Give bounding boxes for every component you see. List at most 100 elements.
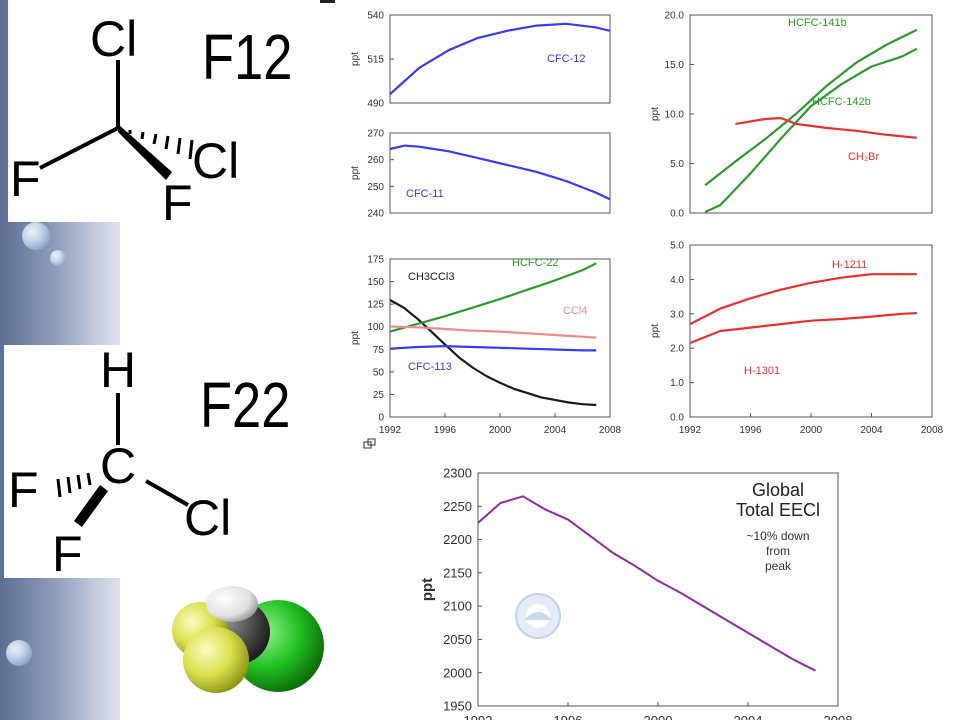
- atom-label: Cl: [192, 133, 239, 189]
- series-label: CFC-11: [406, 188, 444, 200]
- decorative-bubble: [50, 250, 66, 266]
- x-tick-label: 2004: [734, 713, 763, 720]
- y-tick-label: 2100: [443, 599, 472, 614]
- y-tick-label: 125: [367, 300, 384, 311]
- y-tick-label: 3.0: [670, 309, 684, 320]
- y-tick-label: 490: [367, 99, 384, 110]
- series-label: HCFC-22: [512, 257, 558, 269]
- y-tick-label: 25: [373, 390, 385, 401]
- y-tick-label: 100: [367, 322, 384, 333]
- wedge-bond: [118, 124, 172, 180]
- fluorine-atom-sphere: [183, 627, 249, 693]
- series-label: CFC-12: [547, 53, 586, 65]
- chart-panel-3: 20.0 15.0 10.0 5.0 0.0 ppt HCFC-141b HCFC-142b C…: [650, 11, 933, 220]
- y-tick-label: 260: [367, 155, 384, 166]
- f22-formula-label: F22: [200, 369, 291, 441]
- y-tick-label: 2300: [443, 466, 472, 481]
- y-tick-label: 2150: [443, 565, 472, 580]
- series-label: CCl4: [563, 305, 587, 317]
- y-tick-label: 2200: [443, 532, 472, 547]
- series-line: [389, 345, 597, 352]
- atom-label: Cl: [184, 490, 231, 546]
- annotation-text: from: [766, 544, 790, 558]
- x-tick-label: 2000: [800, 425, 823, 436]
- x-tick-label: 2008: [824, 713, 853, 720]
- f12-formula-label: F12: [202, 21, 293, 93]
- decorative-bubble: [6, 640, 32, 666]
- x-tick-label: 2004: [860, 425, 883, 436]
- series-line: [389, 144, 611, 201]
- x-tick-label: 1996: [739, 425, 762, 436]
- y-tick-label: 515: [367, 55, 384, 66]
- y-tick-label: 1950: [443, 699, 472, 714]
- annotation-title: Total EECl: [736, 500, 820, 520]
- chart-frame: [389, 132, 611, 214]
- y-tick-label: 20.0: [665, 11, 685, 22]
- x-tick-label: 2008: [599, 425, 622, 436]
- x-tick-label: 2008: [921, 425, 944, 436]
- x-tick-label: 1992: [464, 713, 493, 720]
- series-label: HCFC-141b: [788, 17, 847, 29]
- y-tick-label: 75: [373, 345, 385, 356]
- series-label: CH₂Br: [848, 151, 879, 163]
- series-line: [735, 116, 918, 139]
- y-tick-label: 1.0: [670, 378, 684, 389]
- f12-structure-panel: Cl Cl F F: [8, 0, 320, 231]
- chart-panel-1: 540 515 490 ppt CFC-12: [350, 11, 611, 110]
- annotation-text: peak: [765, 559, 792, 573]
- y-tick-label: 10.0: [665, 110, 685, 121]
- series-line: [389, 22, 611, 96]
- series-line: [477, 495, 816, 672]
- y-tick-label: 2250: [443, 499, 472, 514]
- series-label: H-1301: [744, 365, 780, 377]
- y-axis-label: ppt: [650, 107, 661, 121]
- series-line: [704, 28, 918, 187]
- y-tick-label: 5.0: [670, 241, 684, 252]
- series-label: HCFC-142b: [812, 96, 871, 108]
- series-line: [689, 273, 917, 326]
- chart-panel-6: 2300 2250 2200 2150 2100 2050 2000 19501992 1996…: [419, 466, 852, 720]
- x-tick-label: 2000: [644, 713, 673, 720]
- x-tick-label: 1996: [434, 425, 457, 436]
- f22-structure-diagram: H C F F Cl: [8, 342, 231, 582]
- atom-label: F: [8, 462, 39, 518]
- x-tick-label: 1992: [379, 425, 402, 436]
- y-tick-label: 2.0: [670, 344, 684, 355]
- series-label: CH3CCl3: [408, 271, 454, 283]
- series-label: CFC-113: [408, 361, 452, 373]
- y-tick-label: 0.0: [670, 209, 684, 220]
- atom-label: H: [100, 345, 136, 398]
- y-tick-label: 540: [367, 11, 384, 22]
- series-line: [689, 312, 917, 345]
- y-tick-label: 50: [373, 367, 385, 378]
- y-tick-label: 175: [367, 255, 384, 266]
- y-tick-label: 5.0: [670, 159, 684, 170]
- y-axis-label: ppt: [650, 324, 661, 338]
- atom-label: F: [52, 526, 83, 578]
- atom-label: C: [100, 438, 136, 494]
- x-tick-label: 1996: [554, 713, 583, 720]
- space-filling-model: [172, 586, 324, 693]
- atom-label: F: [162, 175, 193, 222]
- series-line: [389, 299, 597, 407]
- y-tick-label: 240: [367, 209, 384, 220]
- f22-structure-panel: H C F F Cl: [4, 342, 320, 582]
- y-tick-label: 15.0: [665, 60, 685, 71]
- chart-panel-2: 270 260 250 240 ppt CFC-11: [350, 129, 611, 220]
- x-tick-label: 2000: [489, 425, 512, 436]
- hydrogen-atom-sphere: [206, 586, 258, 622]
- y-tick-label: 270: [367, 129, 384, 140]
- y-tick-label: 0.0: [670, 413, 684, 424]
- decorative-bubble: [22, 222, 50, 250]
- wedge-bond: [74, 485, 108, 527]
- annotation-text: ~10% down: [746, 529, 809, 543]
- y-tick-label: 2000: [443, 665, 472, 680]
- annotation-title: Global: [752, 480, 804, 500]
- y-axis-label: ppt: [419, 578, 436, 601]
- chart-frame: [689, 14, 933, 214]
- y-tick-label: 150: [367, 277, 384, 288]
- series-label: H-1211: [832, 259, 867, 271]
